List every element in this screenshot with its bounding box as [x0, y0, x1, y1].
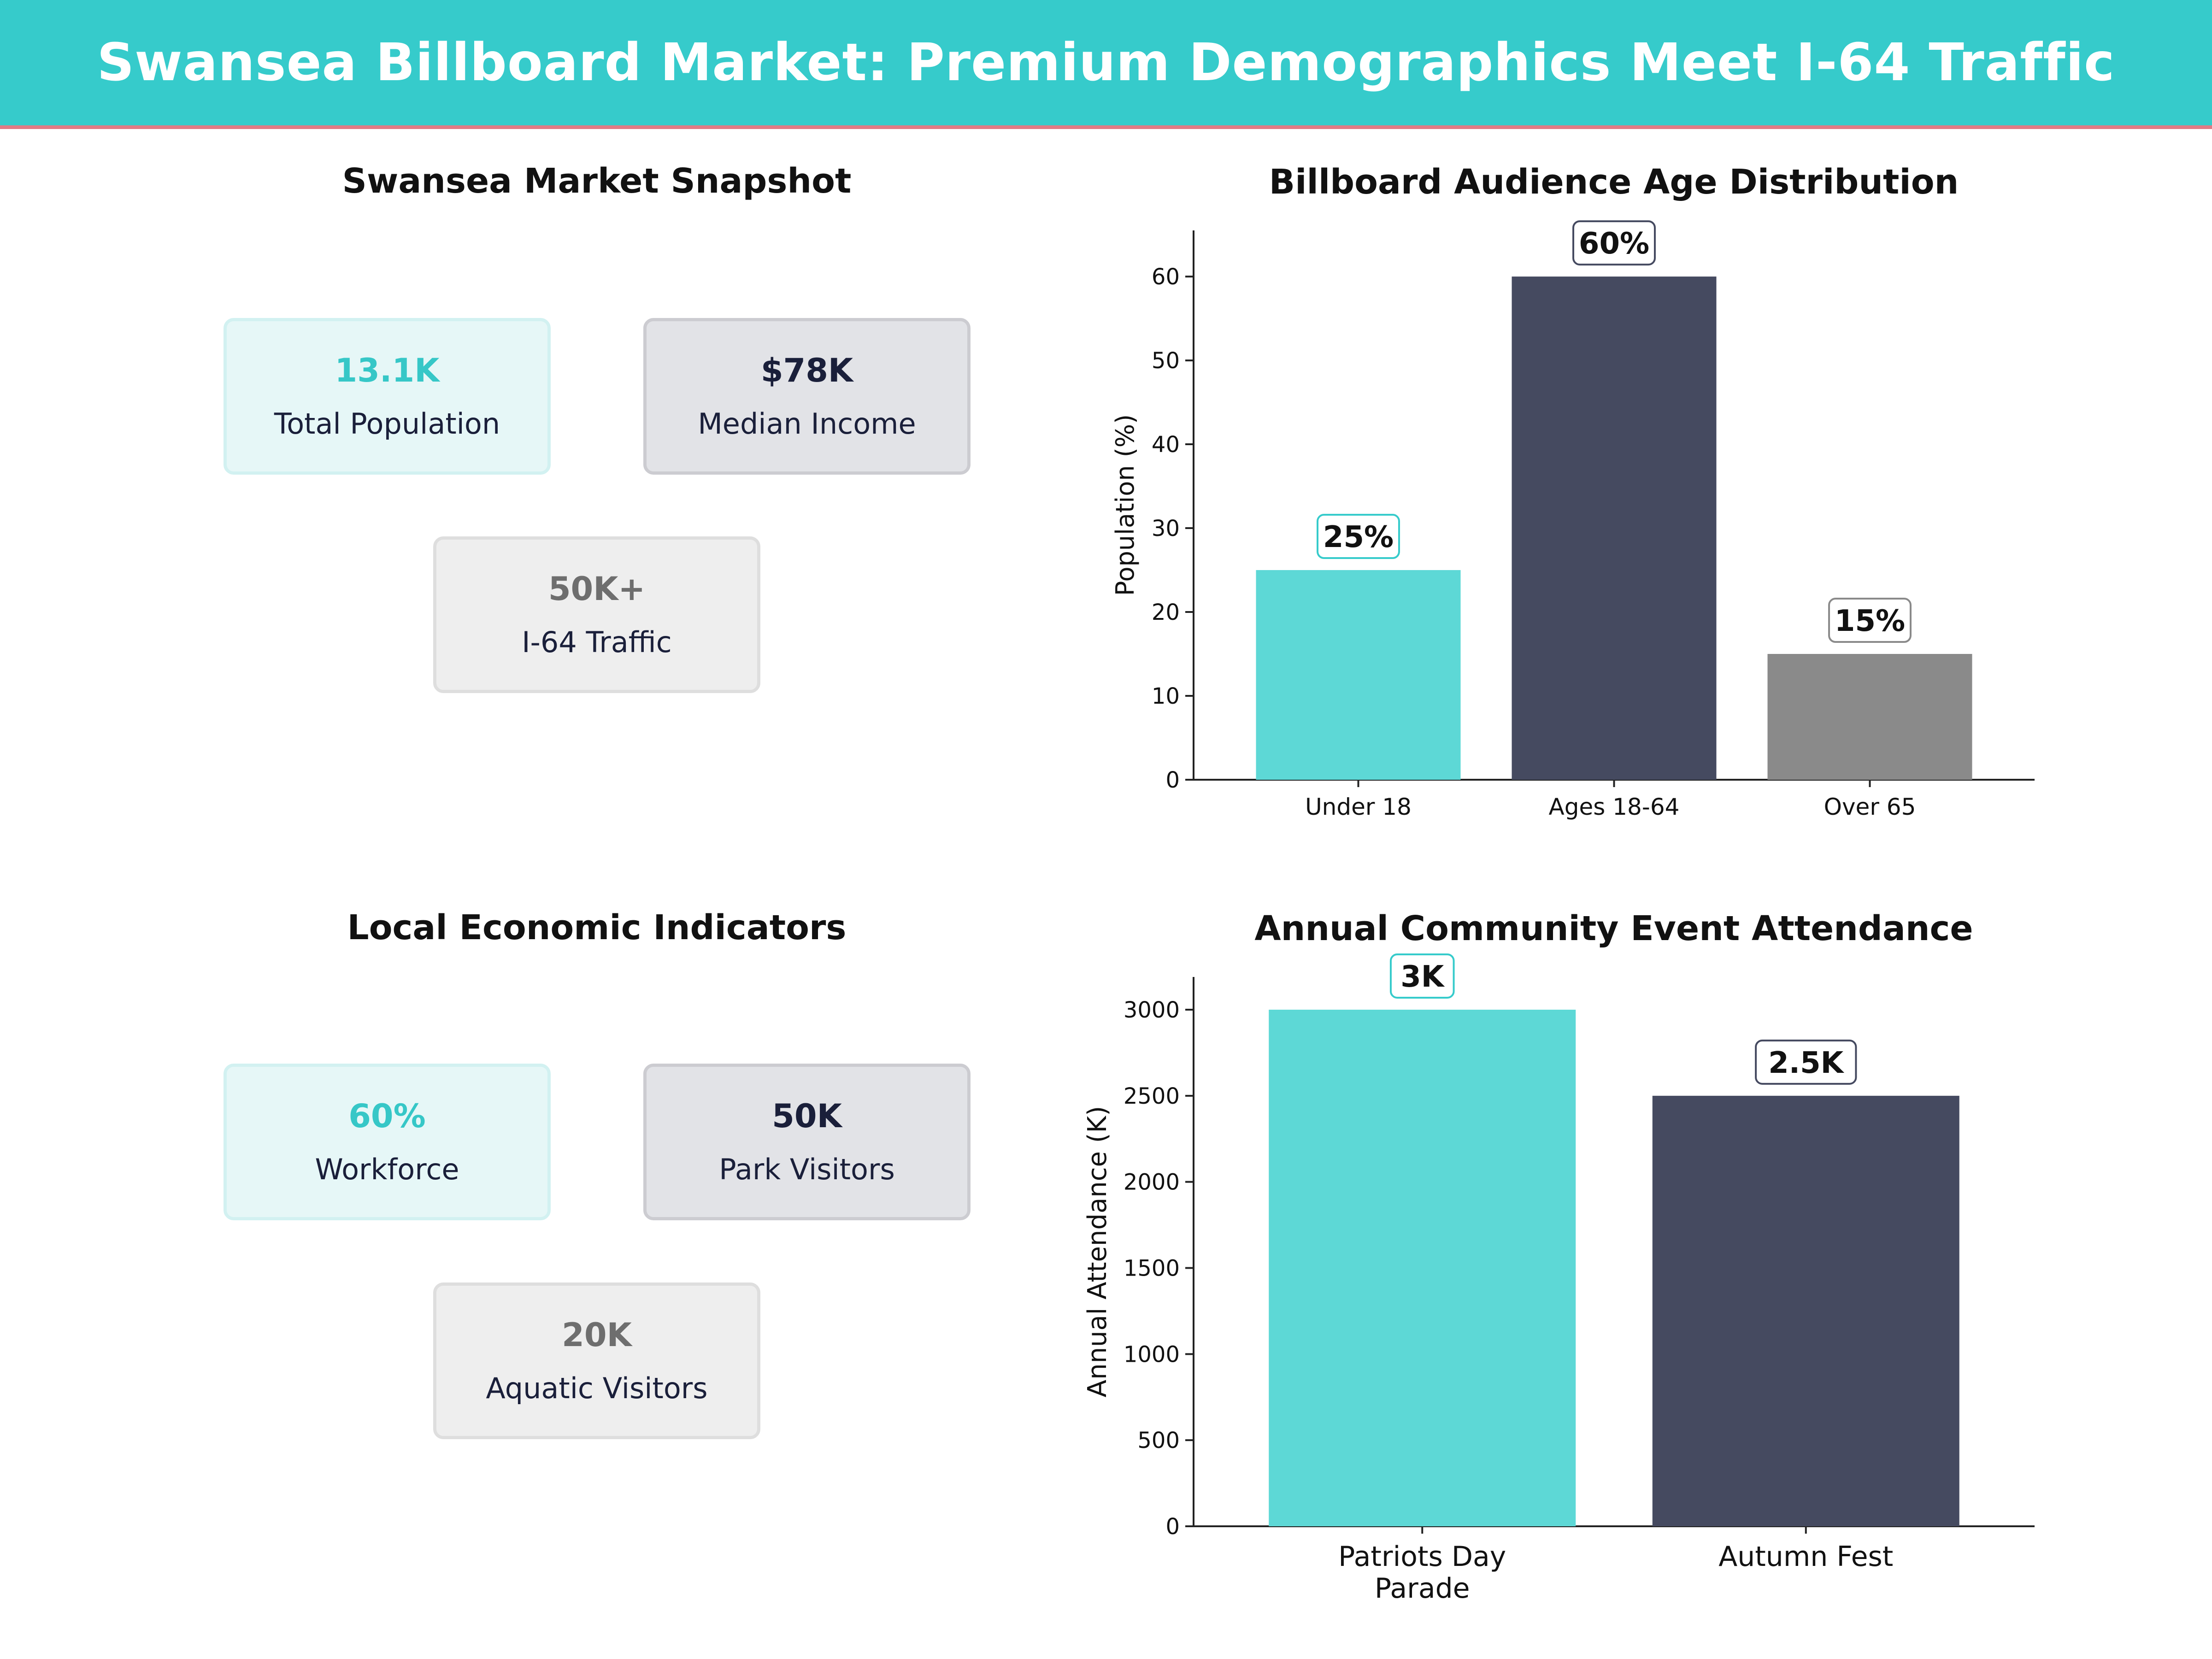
x-tick-label: Under 18: [1305, 794, 1412, 820]
y-tick-label: 2500: [1124, 1083, 1180, 1109]
kpi-value: 50K+: [548, 570, 646, 608]
data-label-box: [1317, 514, 1400, 559]
page-title: Swansea Billboard Market: Premium Demogr…: [97, 33, 2115, 93]
y-tick-label: 2000: [1124, 1170, 1180, 1195]
data-label: 2.5K: [1768, 1046, 1844, 1080]
data-label-box: [1828, 598, 1912, 643]
data-label: 60%: [1579, 227, 1649, 261]
bar: [1256, 570, 1461, 780]
kpi-label: Total Population: [274, 407, 500, 441]
header-banner: Swansea Billboard Market: Premium Demogr…: [0, 0, 2212, 129]
chart-title: Annual Community Event Attendance: [1254, 909, 1973, 948]
data-label: 3K: [1400, 960, 1445, 994]
x-tick-label: Patriots Day Parade: [1338, 1541, 1506, 1605]
snapshot-title: Swansea Market Snapshot: [342, 161, 852, 201]
y-tick-label: 10: [1152, 683, 1180, 709]
x-tick-label: Autumn Fest: [1718, 1541, 1893, 1573]
kpi-value: 50K: [772, 1097, 842, 1135]
y-tick-label: 1500: [1124, 1255, 1180, 1281]
data-label-box: [1389, 953, 1455, 999]
kpi-label: Aquatic Visitors: [486, 1371, 708, 1405]
x-tick-label: Over 65: [1824, 794, 1916, 820]
bar: [1512, 276, 1717, 780]
economic-title: Local Economic Indicators: [347, 908, 847, 947]
kpi-value: 60%: [348, 1097, 426, 1135]
kpi-card-workforce: 60% Workforce: [224, 1064, 551, 1220]
kpi-label: Median Income: [698, 407, 916, 441]
age-distribution-chart: Billboard Audience Age Distribution 0 10 20…: [1111, 162, 2035, 820]
data-label: 15%: [1835, 604, 1905, 638]
y-tick-label: 3000: [1124, 997, 1180, 1023]
kpi-label: Park Visitors: [719, 1153, 895, 1186]
y-tick-label: 1000: [1124, 1341, 1180, 1367]
kpi-value: 13.1K: [335, 352, 440, 389]
kpi-card-population: 13.1K Total Population: [224, 318, 551, 475]
y-tick-label: 50: [1152, 348, 1180, 374]
bar: [1767, 654, 1972, 780]
kpi-value: $78K: [760, 352, 853, 389]
bar: [1652, 1095, 1959, 1526]
kpi-card-aquatic-visitors: 20K Aquatic Visitors: [433, 1282, 760, 1439]
y-tick-label: 30: [1152, 516, 1180, 541]
kpi-card-income: $78K Median Income: [643, 318, 971, 475]
y-tick-label: 40: [1152, 432, 1180, 458]
kpi-card-park-visitors: 50K Park Visitors: [643, 1064, 971, 1220]
y-tick-label: 0: [1165, 767, 1180, 793]
y-tick-label: 500: [1137, 1428, 1180, 1453]
y-axis-label: Population (%): [1111, 414, 1140, 596]
kpi-value: 20K: [562, 1316, 632, 1354]
y-axis-label: Annual Attendance (K): [1082, 1106, 1112, 1397]
event-attendance-chart: Annual Community Event Attendance 0 500 100…: [1082, 909, 2035, 1605]
data-label-box: [1755, 1039, 1857, 1085]
kpi-label: Workforce: [315, 1153, 459, 1186]
y-tick-label: 20: [1152, 600, 1180, 625]
y-tick-label: 60: [1152, 264, 1180, 290]
bar: [1269, 1009, 1576, 1526]
data-label: 25%: [1323, 520, 1394, 554]
data-label-box: [1572, 220, 1656, 266]
kpi-card-traffic: 50K+ I-64 Traffic: [433, 536, 760, 693]
x-tick-label: Ages 18-64: [1549, 794, 1680, 820]
y-tick-label: 0: [1165, 1514, 1180, 1540]
chart-title: Billboard Audience Age Distribution: [1269, 162, 1959, 202]
kpi-label: I-64 Traffic: [522, 625, 672, 659]
